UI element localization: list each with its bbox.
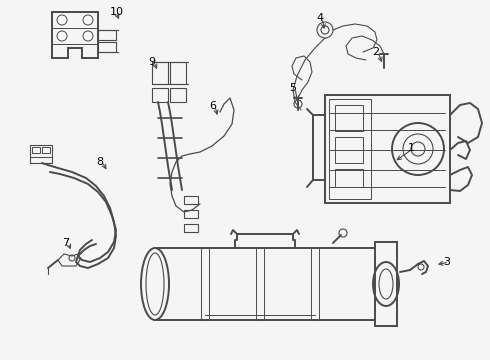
Bar — [98, 42, 116, 52]
Bar — [325, 95, 450, 203]
Text: 9: 9 — [148, 57, 155, 67]
Text: 7: 7 — [62, 238, 69, 248]
Bar — [42, 147, 50, 153]
Bar — [311, 248, 319, 320]
Bar — [335, 105, 363, 131]
Bar — [329, 99, 371, 199]
Bar — [32, 147, 40, 153]
Bar — [30, 157, 52, 163]
Text: 1: 1 — [408, 143, 415, 153]
Bar — [201, 248, 209, 320]
Text: 6: 6 — [209, 101, 216, 111]
Bar — [184, 224, 198, 232]
Bar — [152, 62, 168, 84]
Bar — [335, 169, 363, 187]
Text: 5: 5 — [289, 83, 296, 93]
Text: 2: 2 — [372, 47, 379, 57]
Text: 3: 3 — [443, 257, 450, 267]
Text: 8: 8 — [96, 157, 103, 167]
Bar — [335, 137, 363, 163]
Bar — [30, 145, 52, 163]
Bar — [152, 88, 168, 102]
Bar — [170, 88, 186, 102]
Bar — [184, 210, 198, 218]
Bar — [184, 196, 198, 204]
Bar — [170, 62, 186, 84]
Text: 10: 10 — [110, 7, 124, 17]
Bar — [98, 30, 116, 40]
Text: 4: 4 — [316, 13, 323, 23]
Bar — [256, 248, 264, 320]
Bar — [375, 242, 397, 326]
